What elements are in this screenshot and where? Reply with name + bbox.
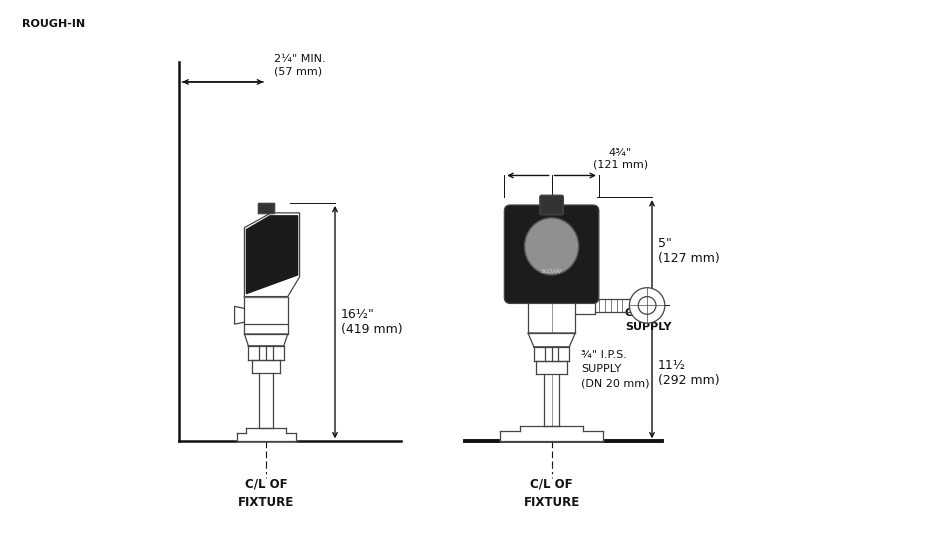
Text: C/L OF
FIXTURE: C/L OF FIXTURE [238,478,294,509]
Text: C/L OF
SUPPLY: C/L OF SUPPLY [625,308,672,332]
Polygon shape [575,296,595,314]
Polygon shape [244,296,288,334]
Polygon shape [253,360,280,374]
Text: SLOAN: SLOAN [541,270,562,274]
Text: ROUGH-IN: ROUGH-IN [22,19,85,29]
Text: 16½"
(419 mm): 16½" (419 mm) [341,308,402,336]
FancyBboxPatch shape [540,195,563,215]
FancyBboxPatch shape [504,205,598,303]
Text: 11½
(292 mm): 11½ (292 mm) [658,360,720,388]
Polygon shape [246,216,298,294]
Ellipse shape [524,218,579,275]
Polygon shape [244,334,288,346]
Text: 2¼" MIN.
(57 mm): 2¼" MIN. (57 mm) [274,54,326,76]
Polygon shape [500,431,603,441]
Polygon shape [259,374,273,427]
Polygon shape [528,333,575,347]
Text: ¾" I.P.S.
SUPPLY
(DN 20 mm): ¾" I.P.S. SUPPLY (DN 20 mm) [581,350,649,389]
Circle shape [629,288,665,323]
Polygon shape [534,347,569,361]
Polygon shape [244,213,300,296]
Polygon shape [544,375,560,426]
Text: 5"
(127 mm): 5" (127 mm) [658,237,720,265]
Polygon shape [258,203,274,213]
Polygon shape [235,306,244,324]
Text: C/L OF
FIXTURE: C/L OF FIXTURE [524,478,580,509]
Text: 4¾"
(121 mm): 4¾" (121 mm) [593,148,648,170]
Polygon shape [237,433,296,441]
Polygon shape [246,427,286,433]
Polygon shape [520,426,583,431]
Polygon shape [595,299,629,312]
Polygon shape [536,361,567,375]
Polygon shape [249,346,284,360]
Circle shape [638,296,656,314]
Polygon shape [528,298,575,333]
